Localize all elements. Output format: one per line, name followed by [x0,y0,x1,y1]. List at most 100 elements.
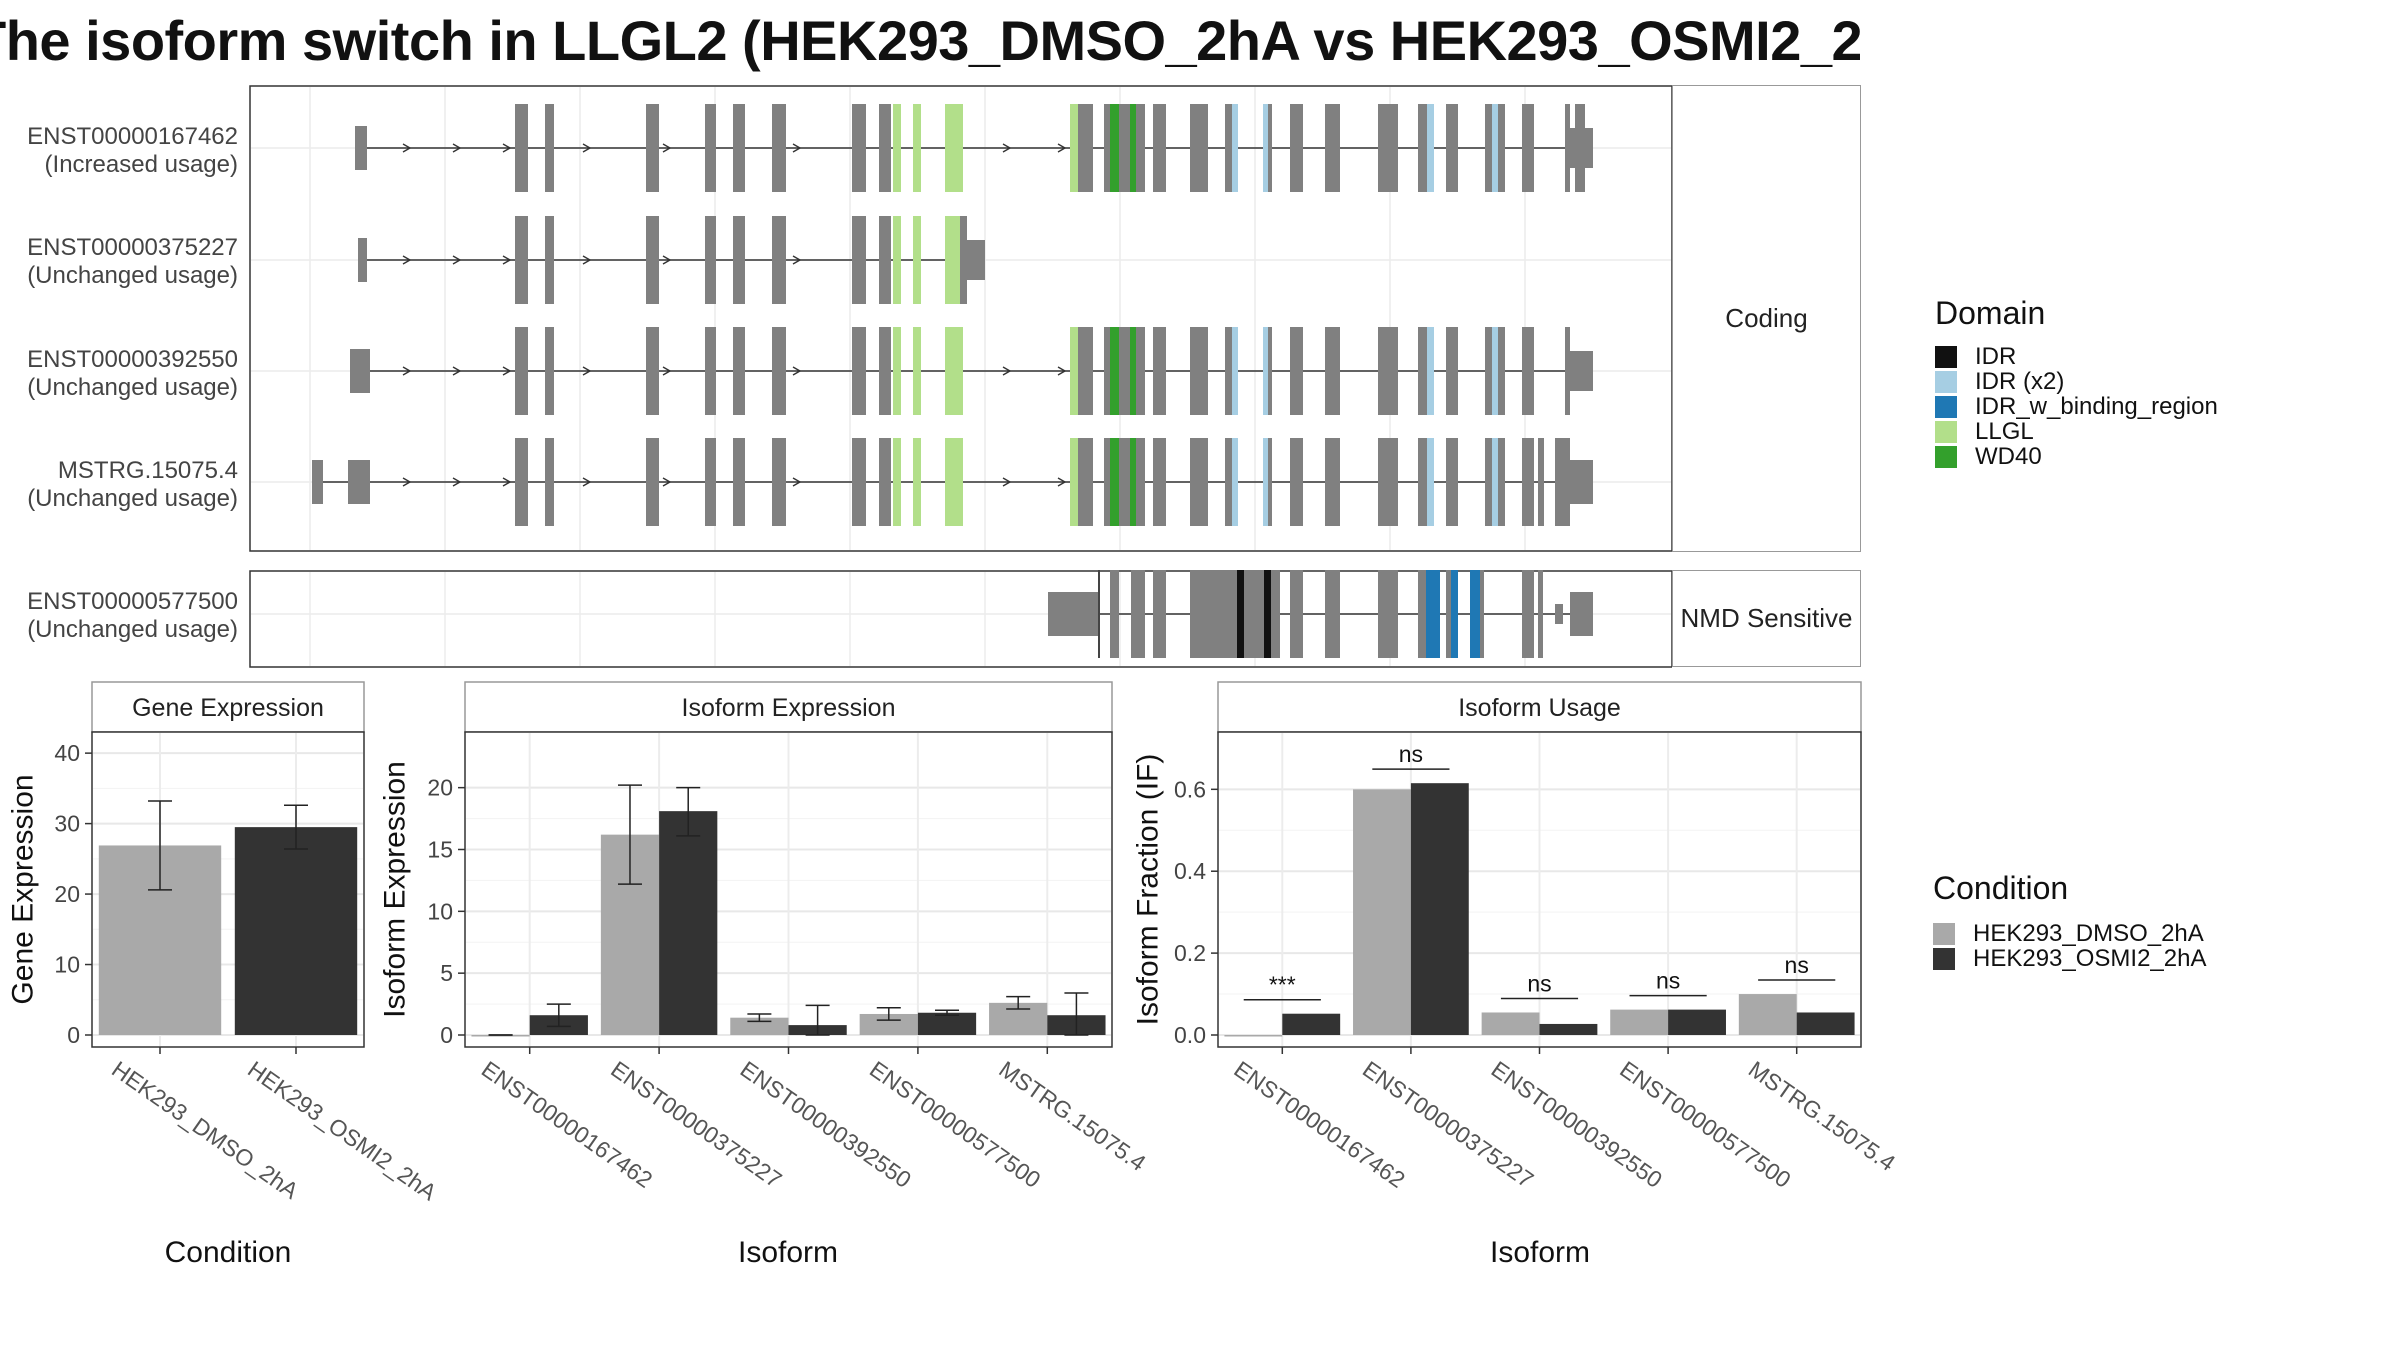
strand-arrow [1057,366,1067,376]
transcript-structure-plot [249,85,1672,668]
exon-block [879,216,891,304]
exon-block [545,438,554,526]
transcript-id: MSTRG.15075.4 [57,457,238,484]
exon-block [1427,438,1434,526]
bar [234,827,358,1035]
exon-block [1522,438,1534,526]
transcript-usage: (Unchanged usage) [27,616,238,643]
exon-block [1078,438,1093,526]
exon-block [772,216,786,304]
exon-block [1110,327,1119,415]
significance-label: *** [1269,972,1296,998]
facet-strip-coding: Coding [1672,85,1861,552]
strand-arrow [1057,143,1067,153]
exon-block [1237,570,1244,658]
y-tick-label: 0.4 [1174,858,1206,884]
legend-swatch [1933,923,1955,945]
exon-block [545,216,554,304]
exon-block [1378,327,1398,415]
domain-legend-item: IDR (x2) [1935,370,2064,394]
exon-block [1130,104,1136,192]
exon-block [545,327,554,415]
transcript-label: ENST00000392550 (Unchanged usage) [0,346,238,402]
strand-arrow [792,255,802,265]
exon-block [1492,327,1498,415]
exon-block [1268,104,1272,192]
exon-block [733,104,745,192]
exon-block [1153,570,1166,658]
exon-block [893,216,901,304]
exon-block [1451,570,1458,658]
utr-block [1570,592,1593,636]
utr-block [967,240,985,280]
panel-title: Isoform Usage [1458,694,1621,722]
exon-block [1153,327,1166,415]
y-tick-label: 40 [54,740,80,766]
domain-legend-title: Domain [1935,295,2046,331]
exon-block [515,104,528,192]
y-tick-label: 0.0 [1174,1022,1206,1048]
transcript-id: ENST00000375227 [27,234,238,261]
exon-block [1232,104,1238,192]
bar [1481,1012,1540,1035]
expression-bar-charts: Gene Expression010203040HEK293_DMSO_2hAH… [7,681,1900,1269]
exon-block [945,327,963,415]
exon-block [515,438,528,526]
exon-block [1446,327,1458,415]
y-tick-label: 30 [54,811,80,837]
exon-block [1110,570,1119,658]
exon-block [1492,104,1498,192]
transcript-usage: (Unchanged usage) [27,485,238,512]
exon-block [1418,327,1427,415]
exon-block [1136,438,1145,526]
exon-block [1290,438,1303,526]
facet-strip [91,681,365,733]
exon-block [1130,327,1136,415]
transcript-id: ENST00000392550 [27,346,238,373]
exon-block [913,216,921,304]
exon-block [646,438,659,526]
legend-swatch [1933,948,1955,970]
strand-arrow [582,143,592,153]
utr-block [1048,592,1098,636]
transcript-id: ENST00000577500 [27,588,238,615]
exon-block [1104,327,1110,415]
transcript-label: MSTRG.15075.4 (Unchanged usage) [0,457,238,513]
transcript-label: ENST00000577500 (Unchanged usage) [0,588,238,644]
exon-block [733,216,745,304]
strand-arrow [1002,477,1012,487]
exon-block [1538,438,1544,526]
significance-label: ns [1785,952,1809,978]
exon-block [960,216,967,304]
legend-swatch [1935,446,1957,468]
strand-arrow [792,143,802,153]
bar [1539,1023,1598,1035]
exon-block [1225,438,1232,526]
significance-label: ns [1656,968,1680,994]
bar [1353,789,1411,1035]
exon-block [1427,327,1434,415]
exon-block [1263,438,1268,526]
exon-block [1070,104,1078,192]
y-tick-label: 15 [427,836,453,862]
exon-block [733,327,745,415]
exon-block [1104,104,1110,192]
exon-block [1232,438,1238,526]
exon-block [945,216,960,304]
utr-block [1570,460,1593,504]
exon-block [1290,327,1303,415]
exon-block [1446,570,1451,658]
exon-block [348,460,370,504]
exon-block [1555,438,1570,526]
exon-block [852,438,866,526]
strand-arrow [402,477,412,487]
exon-block [1470,570,1480,658]
bar [1410,783,1469,1035]
exon-block [945,438,963,526]
exon-block [705,104,716,192]
x-axis-title: Condition [165,1236,292,1269]
exon-block [705,438,716,526]
panel-title: Gene Expression [132,694,324,722]
strand-arrow [582,477,592,487]
exon-block [705,216,716,304]
